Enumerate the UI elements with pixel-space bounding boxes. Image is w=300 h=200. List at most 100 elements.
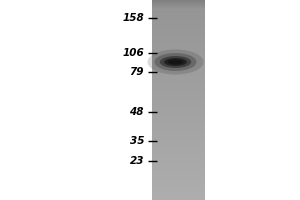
Bar [152,49,205,50]
Bar [152,185,205,186]
Bar [152,188,205,190]
Bar [152,170,205,171]
Bar [152,173,205,174]
Bar [152,88,205,90]
Bar [152,104,205,106]
Bar [152,108,205,110]
Bar [152,67,205,68]
Bar [152,6,205,7]
Bar [152,23,205,24]
Bar [152,84,205,86]
Ellipse shape [168,60,183,64]
Bar [152,159,205,160]
Bar [152,132,205,134]
Bar [152,0,205,1]
Bar [152,86,205,88]
Bar [152,47,205,48]
Bar [152,187,205,188]
Bar [152,34,205,36]
Bar [152,133,205,134]
Bar [152,143,205,144]
Bar [152,157,205,158]
Bar [152,107,205,108]
Bar [152,113,205,114]
Bar [152,193,205,194]
Bar [152,7,205,8]
Bar [152,22,205,23]
Bar [152,160,205,162]
Bar [152,31,205,32]
Bar [152,150,205,152]
Bar [152,39,205,40]
Bar [152,119,205,120]
Bar [152,48,205,49]
Bar [152,146,205,148]
Text: 79: 79 [130,67,144,77]
Bar [152,71,205,72]
Bar [152,120,205,121]
Bar [152,155,205,156]
Bar [152,180,205,182]
Bar [152,13,205,15]
Bar [152,118,205,119]
Ellipse shape [164,58,187,66]
Bar [152,32,205,33]
Bar [152,70,205,72]
Bar [152,98,205,99]
Bar [152,181,205,182]
Bar [152,55,205,56]
Bar [152,111,205,112]
Bar [152,153,205,154]
Bar [152,9,205,10]
Bar [152,14,205,16]
Bar [152,62,205,64]
Bar [152,171,205,172]
Bar [152,5,205,6]
Bar [152,97,205,98]
Bar [152,123,205,124]
Bar [152,78,205,79]
Bar [152,29,205,30]
Bar [152,172,205,173]
Bar [152,156,205,158]
Bar [152,63,205,64]
Bar [152,178,205,180]
Bar [152,121,205,122]
Bar [152,163,205,164]
Bar [152,124,205,126]
Bar [152,169,205,170]
Bar [152,94,205,96]
Bar [152,68,205,70]
Bar [152,129,205,130]
Bar [152,73,205,74]
Bar [152,54,205,55]
Bar [152,198,205,200]
Bar [152,35,205,36]
Bar [152,4,205,5]
Bar [152,148,205,150]
Bar [152,91,205,92]
Bar [152,20,205,21]
Bar [152,72,205,73]
Bar [152,28,205,29]
Bar [152,74,205,75]
Bar [152,161,205,162]
Bar [152,115,205,116]
Bar [152,82,205,84]
Bar [152,44,205,46]
Bar [152,192,205,194]
Bar [152,101,205,102]
Bar [152,142,205,144]
Bar [152,96,205,98]
Bar [152,42,205,44]
Bar [152,75,205,76]
Bar [152,164,205,166]
Bar [152,175,205,176]
Bar [152,92,205,94]
Bar [152,51,205,52]
Bar [152,41,205,43]
Bar [152,38,205,40]
Bar [152,37,205,38]
Text: 48: 48 [130,107,144,117]
Bar [152,174,205,176]
